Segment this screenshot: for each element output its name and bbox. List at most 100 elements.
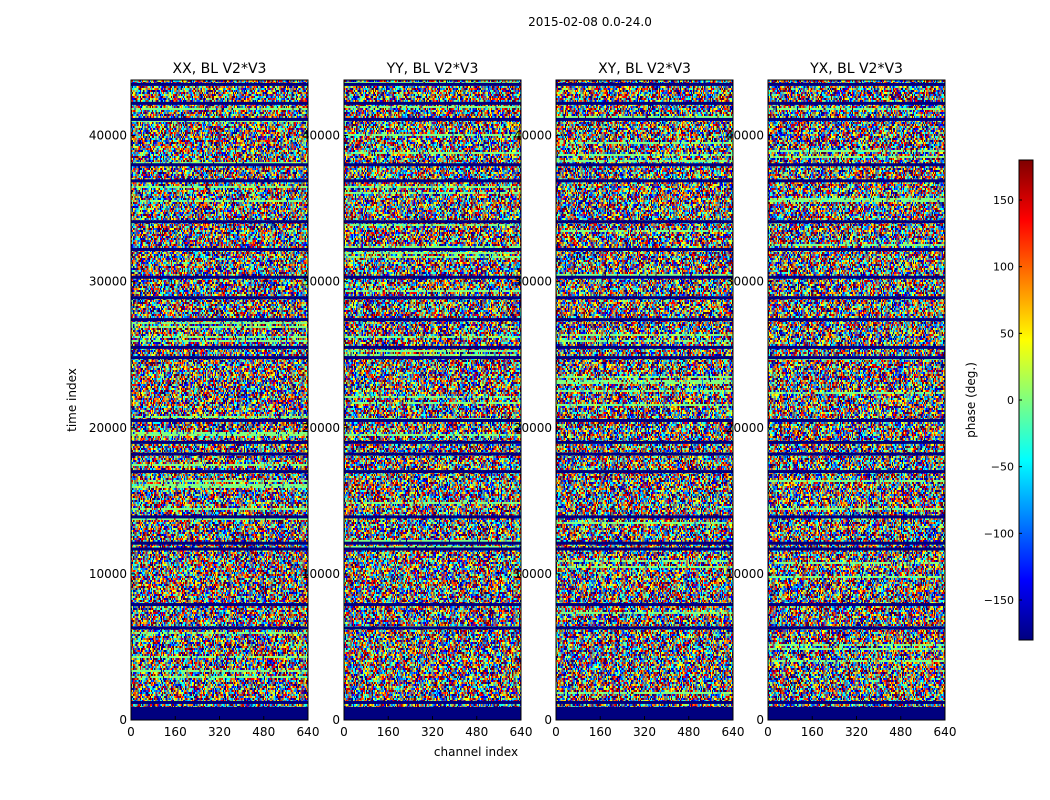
y-tick-label: 30000: [89, 275, 127, 289]
flag-band: [768, 515, 945, 519]
flag-band: [131, 603, 308, 607]
x-tick-label: 0: [340, 725, 348, 739]
colorbar-label: phase (deg.): [964, 362, 978, 438]
flag-band: [344, 700, 521, 704]
flag-band: [344, 275, 521, 279]
flag-band: [131, 626, 308, 630]
flag-band: [131, 515, 308, 519]
flag-band: [768, 541, 945, 545]
flag-band: [344, 82, 521, 86]
x-tick-label: 480: [252, 725, 275, 739]
flag-band: [768, 163, 945, 167]
flag-band: [556, 345, 733, 349]
x-tick-label: 640: [934, 725, 957, 739]
flag-band: [768, 220, 945, 224]
flag-band: [768, 82, 945, 86]
x-tick-label: 320: [845, 725, 868, 739]
y-tick-label: 30000: [514, 275, 552, 289]
flag-band: [344, 547, 521, 551]
flag-band: [344, 603, 521, 607]
flag-band: [556, 318, 733, 322]
heatmap-image: [131, 80, 308, 720]
panel-title: XY, BL V2*V3: [598, 61, 691, 77]
panel-yy: YY, BL V2*V3 0 160 320 480 640 0 10000 20000 3000…: [302, 61, 533, 739]
y-tick-label: 10000: [726, 567, 764, 581]
flag-band: [768, 318, 945, 322]
flag-band: [344, 418, 521, 422]
colorbar-tick-label: 0: [1007, 394, 1014, 407]
panels-layer: XX, BL V2*V3 0 160 320 480 640 0 10000 20000 3000…: [89, 61, 957, 739]
flag-band: [556, 356, 733, 360]
flag-band: [131, 247, 308, 251]
colorbar-tick-label: 50: [1000, 327, 1014, 340]
flag-band: [131, 440, 308, 444]
flag-band: [344, 318, 521, 322]
flag-band: [344, 356, 521, 360]
panel-title: YX, BL V2*V3: [809, 61, 903, 77]
flag-band: [344, 296, 521, 300]
flag-band: [344, 515, 521, 519]
panel-yx: YX, BL V2*V3 0 160 320 480 640 0 10000 20000 3000…: [726, 61, 957, 739]
flag-band: [344, 247, 521, 251]
x-tick-label: 640: [510, 725, 533, 739]
y-tick-label: 10000: [302, 567, 340, 581]
flag-band: [556, 626, 733, 630]
flag-band: [768, 626, 945, 630]
colorbar-tick-label: 150: [993, 194, 1014, 207]
x-tick-label: 480: [465, 725, 488, 739]
y-tick-label: 20000: [726, 421, 764, 435]
flag-band: [556, 117, 733, 121]
figure-suptitle: 2015-02-08 0.0-24.0: [528, 15, 652, 29]
colorbar-tick-label: −100: [984, 527, 1014, 540]
colorbar-tick-label: −150: [984, 594, 1014, 607]
flag-band: [344, 541, 521, 545]
flag-band: [344, 470, 521, 474]
flag-band: [556, 470, 733, 474]
flag-band: [768, 452, 945, 456]
flag-band: [131, 452, 308, 456]
panel-xy: XY, BL V2*V3 0 160 320 480 640 0 10000 20000 3000…: [514, 61, 745, 739]
x-tick-label: 640: [722, 725, 745, 739]
flag-band: [768, 117, 945, 121]
y-tick-label: 30000: [726, 275, 764, 289]
y-tick-label: 10000: [514, 567, 552, 581]
x-tick-label: 0: [764, 725, 772, 739]
colorbar: 150 100 50 0 −50 −100 −150: [984, 159, 1034, 641]
panel-xx: XX, BL V2*V3 0 160 320 480 640 0 10000 20000 3000…: [89, 61, 320, 739]
y-tick-label: 0: [119, 713, 127, 727]
flag-band: [556, 515, 733, 519]
flag-band: [768, 440, 945, 444]
flag-band: [768, 101, 945, 105]
y-tick-label: 20000: [302, 421, 340, 435]
flag-band: [556, 541, 733, 545]
x-axis-label: channel index: [434, 745, 518, 759]
flag-band: [556, 603, 733, 607]
flag-band: [556, 547, 733, 551]
flag-band: [556, 179, 733, 183]
x-tick-label: 160: [377, 725, 400, 739]
y-tick-label: 20000: [89, 421, 127, 435]
flag-band: [131, 220, 308, 224]
flag-band: [131, 101, 308, 105]
flag-band: [768, 345, 945, 349]
y-axis-label: time index: [65, 368, 79, 432]
flag-band: [344, 117, 521, 121]
flag-band: [131, 547, 308, 551]
flag-band: [556, 101, 733, 105]
colorbar-tick-label: 100: [993, 261, 1014, 274]
colorbar-tick-label: −50: [991, 461, 1014, 474]
flag-band: [344, 452, 521, 456]
flag-band: [131, 296, 308, 300]
flag-band: [556, 296, 733, 300]
flag-band: [556, 82, 733, 86]
flag-band: [768, 356, 945, 360]
flag-band: [131, 163, 308, 167]
flag-band: [131, 82, 308, 86]
flag-band: [131, 470, 308, 474]
flag-band: [131, 700, 308, 704]
flag-band: [131, 117, 308, 121]
flag-band: [556, 220, 733, 224]
flag-band: [768, 296, 945, 300]
x-tick-label: 160: [589, 725, 612, 739]
